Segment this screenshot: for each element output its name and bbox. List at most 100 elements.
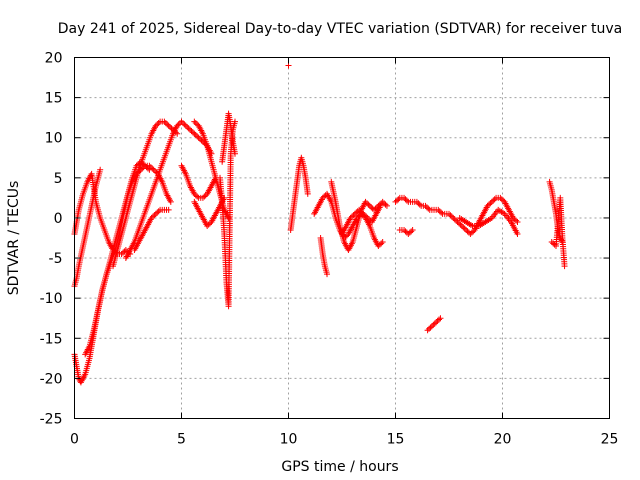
series-arc-f bbox=[122, 118, 215, 262]
data-point bbox=[175, 121, 182, 128]
series-arc-y bbox=[548, 194, 568, 270]
x-tick-label: 10 bbox=[280, 432, 298, 448]
y-tick-label: 0 bbox=[54, 211, 63, 227]
data-point bbox=[491, 196, 498, 203]
data-point bbox=[514, 218, 521, 225]
data-point bbox=[448, 213, 455, 220]
x-tick-label: 25 bbox=[601, 432, 619, 448]
data-point bbox=[511, 216, 518, 223]
data-point bbox=[413, 198, 420, 205]
chart-title: Day 241 of 2025, Sidereal Day-to-day VTE… bbox=[58, 21, 622, 37]
data-point bbox=[431, 320, 438, 327]
data-point bbox=[514, 230, 521, 237]
data-point bbox=[438, 209, 445, 216]
data-point bbox=[191, 118, 198, 125]
data-point bbox=[174, 122, 181, 129]
data-point bbox=[191, 190, 198, 197]
data-point bbox=[179, 120, 186, 127]
data-point bbox=[401, 194, 408, 201]
y-tick-label: -10 bbox=[40, 291, 63, 307]
data-point bbox=[408, 228, 415, 235]
data-point bbox=[422, 202, 429, 209]
data-point bbox=[146, 162, 153, 169]
axis-ticks: 0 5 10 15 20 25 -25 -20 -15 -10 -5 0 5 10 15 20 bbox=[40, 51, 619, 448]
data-point bbox=[490, 197, 497, 204]
y-tick-label: -25 bbox=[40, 412, 63, 428]
data-point bbox=[513, 217, 520, 224]
data-point bbox=[232, 150, 238, 157]
data-point bbox=[436, 316, 443, 323]
data-point bbox=[155, 208, 162, 215]
data-point bbox=[434, 317, 441, 324]
series-arc-r bbox=[339, 202, 384, 237]
series-arc-o bbox=[317, 235, 331, 278]
data-point bbox=[382, 201, 389, 208]
data-point bbox=[377, 202, 384, 209]
data-point bbox=[464, 228, 471, 235]
data-point bbox=[437, 315, 444, 322]
series-arc-n bbox=[287, 154, 311, 233]
data-point bbox=[191, 130, 198, 137]
data-point bbox=[435, 206, 442, 213]
data-point bbox=[450, 214, 457, 221]
data-point bbox=[151, 212, 158, 219]
data-point bbox=[428, 323, 435, 330]
data-point bbox=[409, 226, 416, 233]
data-point bbox=[463, 226, 470, 233]
data-point bbox=[484, 202, 491, 209]
data-point bbox=[364, 214, 371, 221]
data-point bbox=[363, 213, 370, 220]
data-point bbox=[381, 200, 388, 207]
data-point bbox=[406, 229, 413, 236]
data-point bbox=[120, 249, 127, 256]
data-point bbox=[402, 228, 409, 235]
data-point bbox=[392, 198, 399, 205]
grid-lines bbox=[74, 57, 610, 419]
data-point bbox=[205, 221, 212, 228]
data-point bbox=[147, 164, 154, 171]
y-tick-label: 15 bbox=[45, 91, 63, 107]
y-tick-label: -20 bbox=[40, 371, 63, 387]
data-point bbox=[118, 251, 125, 258]
data-point bbox=[164, 121, 171, 128]
y-tick-label: 10 bbox=[45, 131, 63, 147]
data-point bbox=[195, 134, 202, 141]
data-point bbox=[485, 201, 492, 208]
data-point bbox=[348, 213, 355, 220]
data-point bbox=[285, 62, 292, 69]
data-point bbox=[152, 210, 159, 217]
data-point bbox=[460, 224, 467, 231]
data-point bbox=[148, 214, 155, 221]
data-point bbox=[199, 194, 206, 201]
y-tick-label: -15 bbox=[40, 331, 63, 347]
data-point bbox=[561, 263, 568, 270]
data-point bbox=[184, 124, 191, 131]
data-marks bbox=[71, 62, 568, 386]
data-point bbox=[362, 198, 369, 205]
data-point bbox=[366, 216, 373, 223]
data-point bbox=[393, 197, 400, 204]
data-point bbox=[319, 194, 326, 201]
data-point bbox=[357, 208, 364, 215]
data-point bbox=[192, 132, 199, 139]
data-point bbox=[378, 240, 385, 247]
data-point bbox=[152, 168, 159, 175]
data-point bbox=[321, 193, 328, 200]
series-arc-u bbox=[424, 315, 444, 334]
data-point bbox=[457, 221, 464, 228]
series-arc-m bbox=[285, 62, 292, 69]
data-point bbox=[425, 205, 432, 212]
data-point bbox=[498, 196, 505, 203]
data-point bbox=[405, 230, 412, 237]
data-point bbox=[189, 129, 196, 136]
data-point bbox=[451, 216, 458, 223]
plot-frame bbox=[74, 57, 610, 419]
data-point bbox=[360, 210, 367, 217]
data-point bbox=[178, 118, 185, 125]
series-arc-k bbox=[217, 118, 238, 310]
data-point bbox=[204, 222, 211, 229]
data-point bbox=[182, 122, 189, 129]
data-point bbox=[198, 137, 205, 144]
series-arc-g bbox=[131, 206, 172, 254]
data-point bbox=[453, 217, 460, 224]
